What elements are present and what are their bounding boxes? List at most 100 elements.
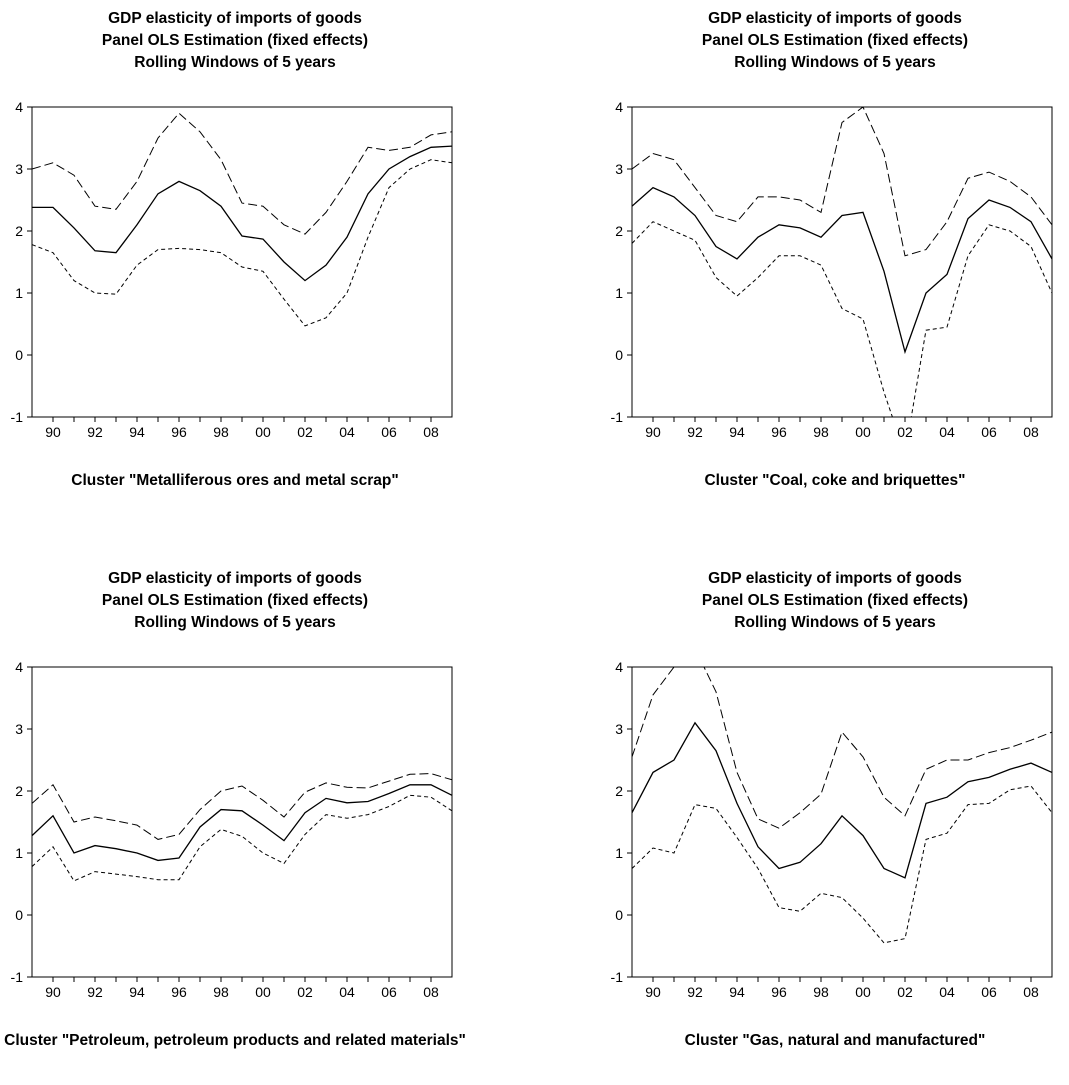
y-tick-label: 1 <box>15 845 23 861</box>
series-upper-line <box>32 773 452 840</box>
x-tick-label: 98 <box>813 424 829 440</box>
series-estimate-line <box>32 784 452 862</box>
y-tick-label: 3 <box>15 721 23 737</box>
y-tick-label: -1 <box>11 969 24 985</box>
x-tick-label: 06 <box>381 424 397 440</box>
chart-title-line-2: Panel OLS Estimation (fixed effects) <box>701 32 969 49</box>
x-tick-label: 00 <box>855 424 871 440</box>
chart-title-line-3: Rolling Windows of 5 years <box>134 54 336 71</box>
x-tick-label: 00 <box>255 984 271 1000</box>
y-tick-label: -1 <box>611 969 624 985</box>
series-upper-line <box>632 667 1052 829</box>
x-tick-label: 90 <box>45 424 61 440</box>
chart-title: GDP elasticity of imports of goods Panel… <box>0 8 470 74</box>
series-lower-line <box>632 785 1052 944</box>
x-tick-label: 92 <box>87 984 103 1000</box>
series-lower-line <box>32 159 452 327</box>
chart-title-line-3: Rolling Windows of 5 years <box>134 614 336 631</box>
x-tick-label: 92 <box>687 424 703 440</box>
y-tick-label: 3 <box>615 161 623 177</box>
x-tick-label: 92 <box>687 984 703 1000</box>
x-tick-label: 06 <box>381 984 397 1000</box>
x-tick-label: 96 <box>771 424 787 440</box>
x-tick-label: 96 <box>171 424 187 440</box>
plot-frame <box>31 106 453 418</box>
chart-panel-petroleum: GDP elasticity of imports of goods Panel… <box>0 560 470 1085</box>
chart-title-line-3: Rolling Windows of 5 years <box>734 54 936 71</box>
x-tick-label: 94 <box>729 424 745 440</box>
y-tick-label: 2 <box>615 223 623 239</box>
chart-title: GDP elasticity of imports of goods Panel… <box>0 568 470 634</box>
chart-title: GDP elasticity of imports of goods Panel… <box>600 568 1069 634</box>
chart-cluster-label: Cluster "Coal, coke and briquettes" <box>704 472 966 489</box>
y-tick-label: 1 <box>615 845 623 861</box>
x-tick-label: 04 <box>339 424 355 440</box>
x-tick-label: 08 <box>423 984 439 1000</box>
y-tick-label: 0 <box>15 907 23 923</box>
series-estimate-line <box>32 145 452 282</box>
chart-title-line-3: Rolling Windows of 5 years <box>734 614 936 631</box>
y-tick-label: 2 <box>15 223 23 239</box>
series-upper-line <box>32 112 452 235</box>
y-tick-label: 4 <box>615 99 623 115</box>
y-tick-label: 4 <box>615 659 623 675</box>
x-tick-label: 00 <box>855 984 871 1000</box>
chart-panel-metalliferous: GDP elasticity of imports of goods Panel… <box>0 0 470 525</box>
chart-title-line-2: Panel OLS Estimation (fixed effects) <box>101 32 369 49</box>
plot-frame <box>31 666 453 978</box>
x-tick-label: 92 <box>87 424 103 440</box>
chart-plot: -1 0 1 2 3 4 90 92 94 96 98 00 02 04 06 08 <box>11 99 453 440</box>
chart-panel-coal: GDP elasticity of imports of goods Panel… <box>600 0 1069 525</box>
y-tick-label: -1 <box>11 409 24 425</box>
x-tick-label: 04 <box>939 424 955 440</box>
chart-title-line-1: GDP elasticity of imports of goods <box>108 10 362 27</box>
y-tick-label: 0 <box>615 347 623 363</box>
x-tick-label: 02 <box>897 424 913 440</box>
y-tick-label: 2 <box>615 783 623 799</box>
chart-title-line-2: Panel OLS Estimation (fixed effects) <box>701 592 969 609</box>
y-tick-label: 4 <box>15 99 23 115</box>
y-tick-label: -1 <box>611 409 624 425</box>
y-tick-label: 4 <box>15 659 23 675</box>
y-tick-label: 3 <box>615 721 623 737</box>
series-estimate-line <box>632 721 1052 879</box>
series-estimate-line <box>632 186 1052 355</box>
chart-panel-gas: GDP elasticity of imports of goods Panel… <box>600 560 1069 1085</box>
x-tick-label: 98 <box>213 984 229 1000</box>
x-tick-label: 02 <box>297 424 313 440</box>
chart-title-line-2: Panel OLS Estimation (fixed effects) <box>101 592 369 609</box>
chart-title-line-1: GDP elasticity of imports of goods <box>708 570 962 587</box>
series-upper-line <box>632 107 1052 257</box>
plot-frame <box>631 106 1053 418</box>
x-tick-label: 90 <box>45 984 61 1000</box>
x-tick-label: 96 <box>771 984 787 1000</box>
chart-plot: -1 0 1 2 3 4 90 92 94 96 98 00 02 04 06 08 <box>611 659 1053 1000</box>
y-tick-label: 0 <box>15 347 23 363</box>
series-lower-line <box>32 794 452 882</box>
x-tick-label: 94 <box>129 424 145 440</box>
x-tick-label: 90 <box>645 984 661 1000</box>
chart-title: GDP elasticity of imports of goods Panel… <box>600 8 1069 74</box>
x-tick-label: 08 <box>1023 984 1039 1000</box>
x-tick-label: 96 <box>171 984 187 1000</box>
chart-title-line-1: GDP elasticity of imports of goods <box>108 570 362 587</box>
chart-plot: -1 0 1 2 3 4 90 92 94 96 98 00 02 04 06 08 <box>611 99 1053 440</box>
chart-cluster-label: Cluster "Gas, natural and manufactured" <box>684 1032 986 1049</box>
y-tick-label: 3 <box>15 161 23 177</box>
x-tick-label: 98 <box>213 424 229 440</box>
y-tick-label: 1 <box>615 285 623 301</box>
x-tick-label: 98 <box>813 984 829 1000</box>
x-tick-label: 94 <box>129 984 145 1000</box>
x-tick-label: 02 <box>897 984 913 1000</box>
x-tick-label: 90 <box>645 424 661 440</box>
series-lower-line <box>632 221 1052 417</box>
chart-cluster-label: Cluster "Metalliferous ores and metal sc… <box>71 472 399 489</box>
y-tick-label: 0 <box>615 907 623 923</box>
x-tick-label: 08 <box>1023 424 1039 440</box>
plot-frame <box>631 666 1053 978</box>
x-tick-label: 08 <box>423 424 439 440</box>
x-tick-label: 06 <box>981 424 997 440</box>
y-tick-label: 1 <box>15 285 23 301</box>
chart-plot: -1 0 1 2 3 4 90 92 94 96 98 00 02 04 06 08 <box>11 659 453 1000</box>
x-tick-label: 02 <box>297 984 313 1000</box>
